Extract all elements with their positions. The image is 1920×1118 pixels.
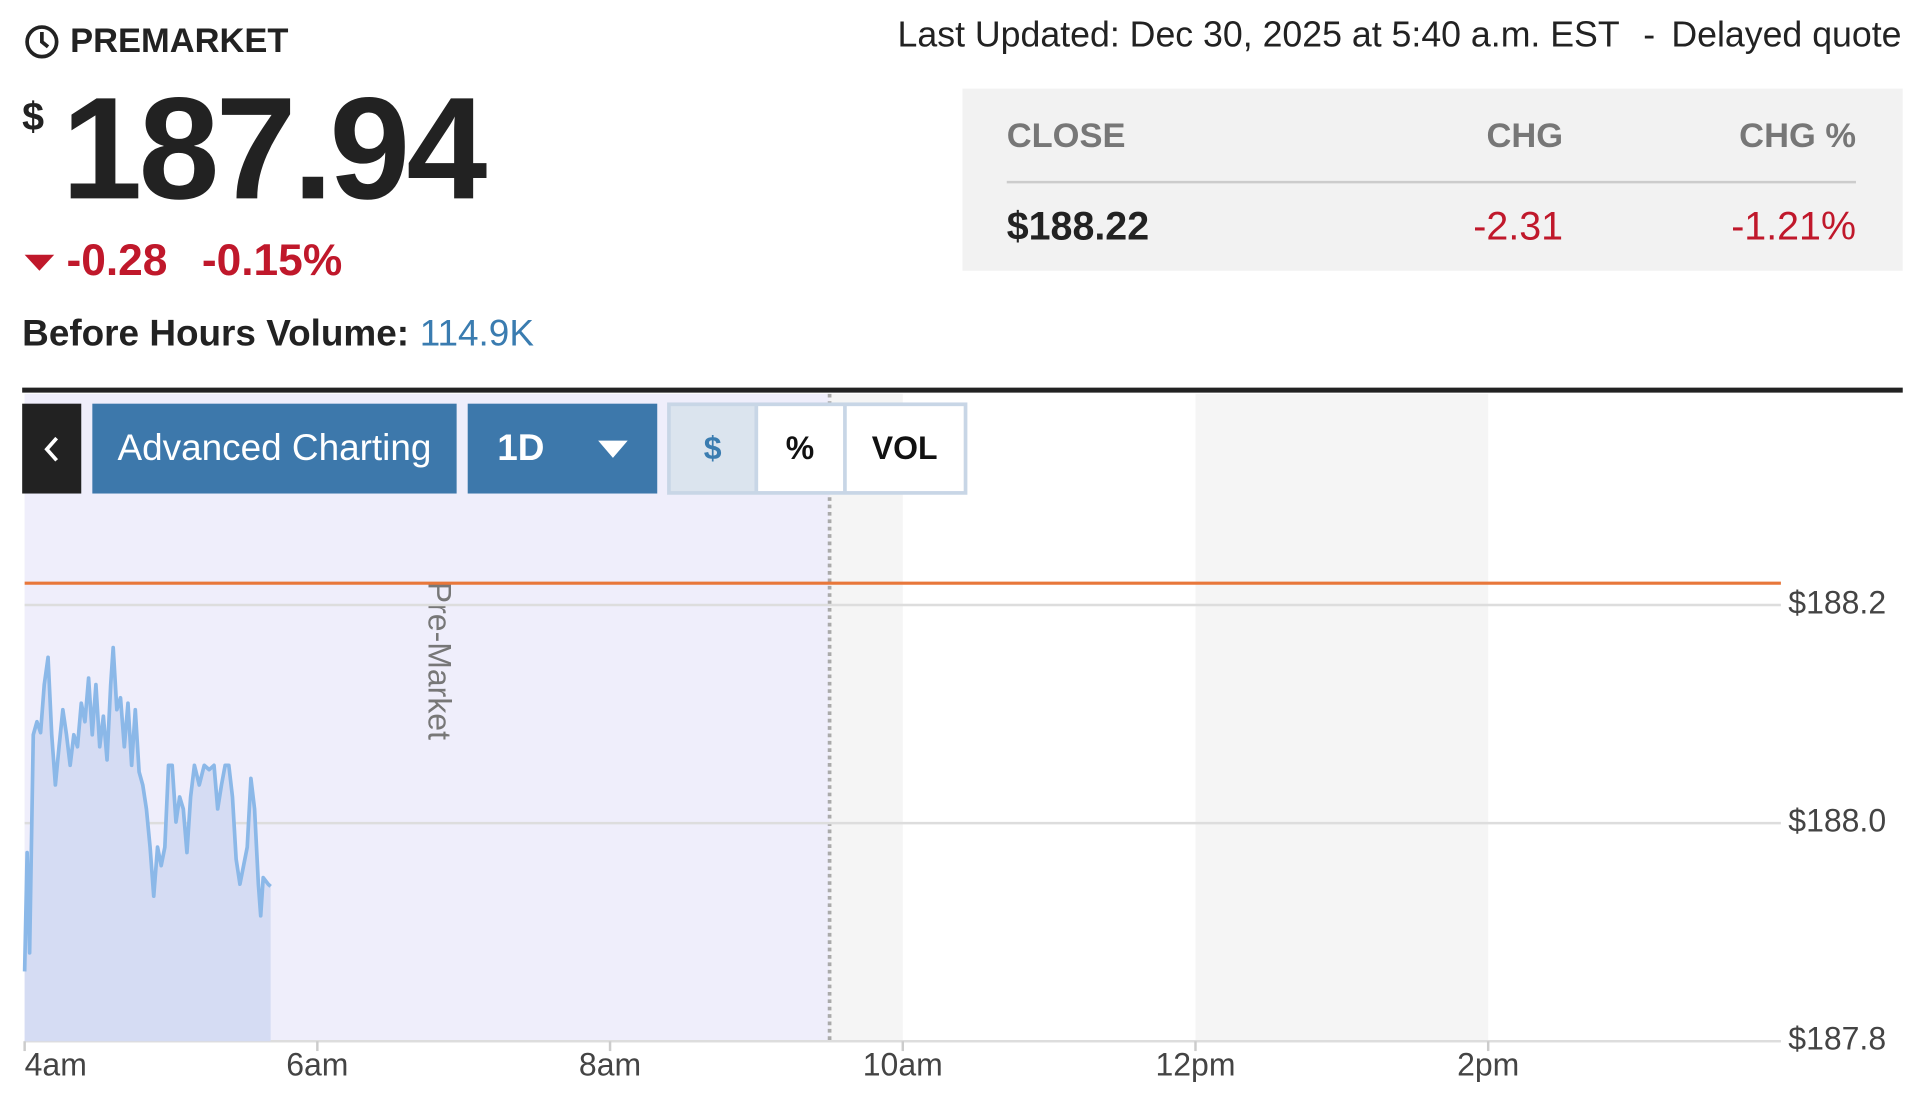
last-updated: Last Updated: Dec 30, 2025 at 5:40 a.m. …: [898, 14, 1620, 54]
button-label: Advanced Charting: [118, 427, 432, 468]
price-area: [24, 647, 271, 1042]
band-label: Pre-Market: [421, 582, 457, 740]
dropdown-arrow: [598, 440, 628, 458]
table-header: CLOSE: [1007, 117, 1126, 155]
clock-icon: [25, 25, 59, 59]
advanced-charting-button[interactable]: [92, 403, 457, 494]
change: -0.28: [66, 236, 167, 285]
session-label: PREMARKET: [70, 22, 288, 60]
table-header: CHG %: [1739, 117, 1856, 155]
x-tick-label: 4am: [25, 1047, 87, 1083]
mode-label: %: [786, 430, 814, 466]
price: 187.94: [62, 67, 487, 229]
change-pct: -0.15%: [202, 236, 342, 285]
mode-label: $: [704, 430, 722, 466]
toolbar: Advanced Charting 1D $ % VOL: [22, 402, 968, 495]
range-dropdown[interactable]: [467, 403, 658, 494]
x-tick-label: 12pm: [1155, 1047, 1235, 1083]
collapse-button[interactable]: [22, 403, 82, 494]
down-arrow: [24, 254, 55, 271]
session-stripe: [1195, 393, 1489, 1042]
mode-label: VOL: [872, 430, 938, 466]
mode-button[interactable]: [755, 403, 846, 494]
x-tick-label: 2pm: [1457, 1047, 1519, 1083]
close-value: $188.22: [1007, 204, 1149, 248]
table-header: CHG: [1486, 117, 1563, 155]
x-tick-label: 6am: [286, 1047, 348, 1083]
separator: -: [1643, 14, 1655, 54]
x-tick-label: 10am: [863, 1047, 943, 1083]
y-tick-label: $188.0: [1788, 803, 1886, 839]
mode-button[interactable]: [844, 403, 967, 494]
quote-type: Delayed quote: [1671, 14, 1901, 54]
close-change-pct: -1.21%: [1731, 204, 1856, 248]
chart: Pre-Market $187.8 $188.0 $188.2 4am 6am 8am 10a…: [22, 393, 1886, 1083]
y-tick-label: $187.8: [1788, 1021, 1886, 1057]
price-line: [22, 645, 272, 972]
close-change: -2.31: [1473, 204, 1563, 248]
volume-label: Before Hours Volume:: [22, 313, 409, 354]
range-label: 1D: [497, 427, 544, 468]
currency-sign: $: [22, 95, 44, 139]
y-tick-label: $188.2: [1788, 584, 1886, 620]
clock-hands: [40, 31, 50, 49]
close-box: [962, 88, 1903, 271]
volume: 114.9K: [420, 313, 535, 354]
x-tick-label: 8am: [579, 1047, 641, 1083]
chevron-icon: [44, 436, 59, 462]
